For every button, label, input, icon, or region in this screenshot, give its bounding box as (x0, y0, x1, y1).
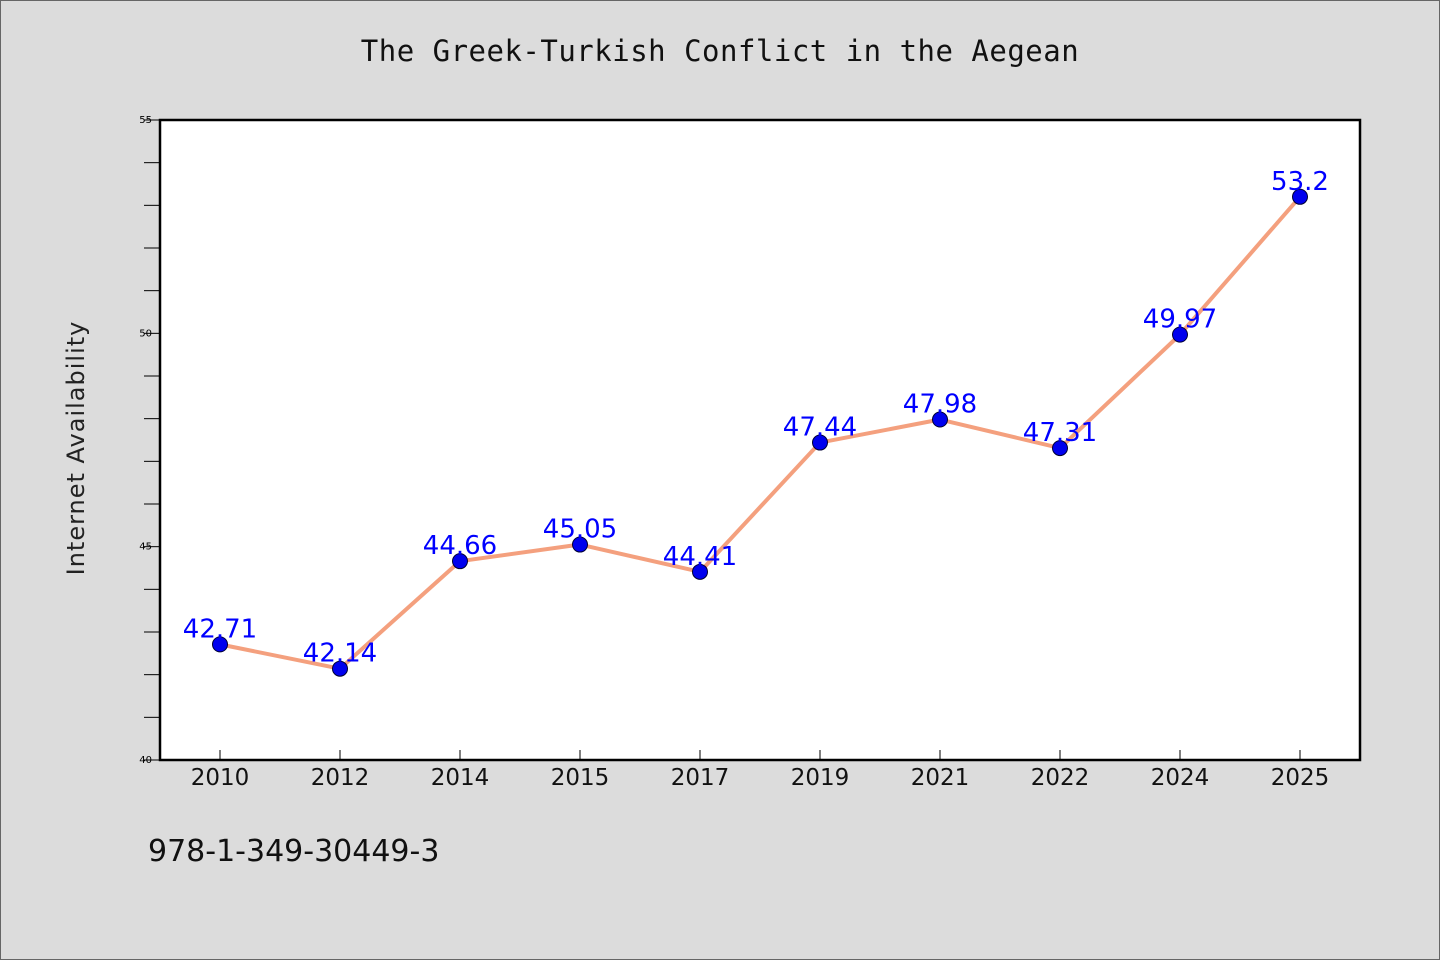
x-tick-label: 2012 (311, 765, 370, 791)
x-tick-label: 2019 (791, 765, 850, 791)
y-tick-label: 40 (139, 755, 152, 766)
data-point (1172, 326, 1188, 343)
x-tick-label: 2015 (551, 765, 610, 791)
x-tick-label: 2017 (671, 765, 730, 791)
data-point (932, 411, 948, 428)
data-labels: 42.71 42.14 44.66 45.05 44.41 47.44 47.98 47.31… (183, 167, 1329, 669)
data-point (692, 563, 708, 580)
x-tick-label: 2021 (911, 765, 970, 791)
x-tick-label: 2010 (191, 765, 250, 791)
x-tick-label: 2014 (431, 765, 490, 791)
data-label: 47.98 (903, 390, 977, 420)
data-point (332, 660, 348, 677)
data-point (812, 434, 828, 451)
data-point (1292, 188, 1308, 205)
x-tick-label: 2024 (1151, 765, 1210, 791)
data-label: 42.14 (303, 639, 377, 669)
data-point (572, 536, 588, 553)
x-axis: 2010 2012 2014 2015 2017 2019 2021 2022 2024 2025 (191, 750, 1330, 791)
data-label: 44.66 (423, 531, 497, 561)
x-tick-label: 2025 (1271, 765, 1330, 791)
y-axis: 40 45 50 55 (139, 115, 160, 766)
data-label: 44.41 (663, 542, 737, 572)
data-point (452, 553, 468, 570)
data-label: 53.2 (1271, 167, 1329, 197)
series-lines (218, 194, 1302, 671)
data-label: 42.71 (183, 614, 257, 644)
isbn-text: 978-1-349-30449-3 (148, 834, 440, 869)
data-label: 47.31 (1023, 418, 1097, 448)
data-point (212, 636, 228, 653)
y-tick-label: 50 (139, 328, 152, 339)
y-tick-label: 55 (139, 115, 152, 126)
data-label: 49.97 (1143, 305, 1217, 335)
data-label: 47.44 (783, 413, 857, 443)
data-point (1052, 440, 1068, 457)
series-markers (212, 188, 1308, 677)
y-tick-label: 45 (139, 542, 152, 553)
series-line (218, 194, 1302, 671)
chart-title: The Greek-Turkish Conflict in the Aegean (360, 34, 1080, 68)
data-label: 45.05 (543, 515, 617, 545)
x-tick-label: 2022 (1031, 765, 1090, 791)
